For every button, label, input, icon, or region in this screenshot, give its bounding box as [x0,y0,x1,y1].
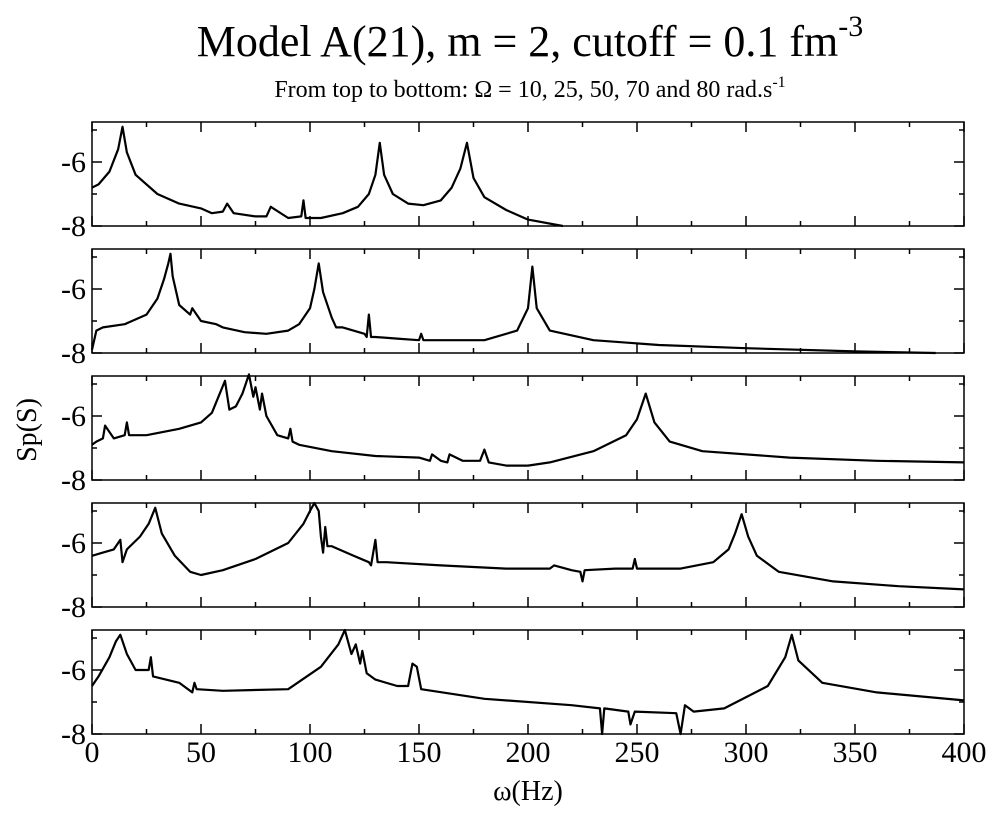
x-tick-label: 50 [186,736,216,769]
title-text: Model A(21), m = 2, cutoff = 0.1 fm [197,17,839,66]
panel-frame [91,121,965,227]
x-tick-label: 250 [615,736,660,769]
subtitle-text: From top to bottom: Ω = 10, 25, 50, 70 a… [274,77,772,103]
subtitle: From top to bottom: Ω = 10, 25, 50, 70 a… [274,74,785,103]
y-tick-label: -6 [61,654,86,687]
subtitle-superscript: -1 [772,74,785,91]
x-tick-label: 150 [397,736,442,769]
y-tick-label: -6 [61,273,86,306]
title-superscript: -3 [838,10,863,43]
data-line [91,628,965,736]
y-axis-label: Sp(S) [12,398,43,462]
y-tick-label: -6 [61,527,86,560]
data-line [91,373,965,467]
y-tick-label: -8 [61,718,86,751]
panel-frame [91,248,965,354]
x-tick-label: 350 [833,736,878,769]
y-tick-label: -6 [61,146,86,179]
x-tick-label: 400 [942,736,987,769]
y-tick-label: -8 [61,591,86,624]
y-tick-label: -8 [61,210,86,243]
x-tick-label: 100 [288,736,333,769]
y-tick-label: -6 [61,400,86,433]
data-line [91,125,564,228]
x-axis-label: ω(Hz) [493,776,563,807]
chart-title: Model A(21), m = 2, cutoff = 0.1 fm-3 [197,10,864,66]
y-tick-label: -8 [61,337,86,370]
x-tick-label: 0 [85,736,100,769]
data-line [90,252,936,355]
x-tick-label: 300 [724,736,769,769]
panel-frame [91,502,965,608]
panel-frame [91,629,965,735]
x-tick-label: 200 [506,736,551,769]
data-line [91,501,965,591]
panel-frame [91,375,965,481]
y-tick-label: -8 [61,464,86,497]
